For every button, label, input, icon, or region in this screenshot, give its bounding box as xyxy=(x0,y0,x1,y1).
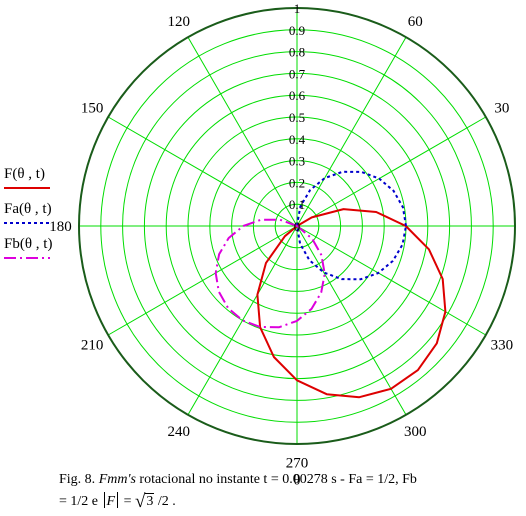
outer-circle xyxy=(78,7,516,445)
radial-tick-label: 0.2 xyxy=(289,175,305,190)
angle-tick-label: 180 xyxy=(49,219,72,235)
caption-text-2c: /2 . xyxy=(154,494,176,509)
legend-item-fa: Fa(θ , t) xyxy=(4,201,52,226)
angle-tick-label: 330 xyxy=(491,337,514,353)
radial-tick-label: 0.8 xyxy=(289,45,305,60)
angle-tick-label: 120 xyxy=(167,14,190,30)
grid-spoke xyxy=(296,225,407,416)
grid-spoke xyxy=(107,225,298,336)
legend-swatch-fa xyxy=(4,222,50,224)
caption-text-2a: = 1/2 e xyxy=(59,494,102,509)
grid-spoke xyxy=(296,116,487,227)
figure-caption: Fig. 8. Fmm's rotacional no instante t =… xyxy=(59,469,519,513)
radial-tick-label: 0.1 xyxy=(289,197,305,212)
angle-tick-label: 30 xyxy=(494,101,509,117)
legend-label-fa: Fa(θ , t) xyxy=(4,201,52,217)
radial-tick-label: 0.9 xyxy=(289,23,305,38)
radial-tick-label: 1 xyxy=(294,1,301,16)
legend-swatch-fb xyxy=(4,257,50,259)
grid-spoke xyxy=(296,36,407,227)
caption-abs-var: F xyxy=(106,494,116,509)
caption-italic: Fmm's xyxy=(98,472,136,487)
radial-tick-label: 0.5 xyxy=(289,110,305,125)
angle-tick-label: 60 xyxy=(408,14,423,30)
angle-tick-label: 300 xyxy=(404,424,427,440)
caption-line-1: Fig. 8. Fmm's rotacional no instante t =… xyxy=(59,469,519,491)
caption-text-2b: = xyxy=(120,494,135,509)
caption-line-2: = 1/2 e F = √3 /2 . xyxy=(59,491,519,513)
grid-spoke xyxy=(187,36,298,227)
abs-bar-left xyxy=(103,492,105,508)
angle-tick-label: 240 xyxy=(167,424,190,440)
caption-fig: Fig. 8. xyxy=(59,472,96,487)
angle-tick-label: 210 xyxy=(81,337,104,353)
legend-label-f: F(θ , t) xyxy=(4,166,45,182)
radial-tick-label: 0.6 xyxy=(289,88,306,103)
grid-spoke xyxy=(107,116,298,227)
axis-label-theta: θ xyxy=(293,473,300,489)
radial-tick-label: 0 xyxy=(294,219,301,234)
sqrt-argument: 3 xyxy=(145,493,155,509)
legend-label-fb: Fb(θ , t) xyxy=(4,236,53,252)
grid-spoke xyxy=(296,225,487,336)
angle-tick-label: 270 xyxy=(286,456,309,472)
radial-tick-label: 0.3 xyxy=(289,154,305,169)
series-line xyxy=(256,208,447,399)
radial-tick-label: 0.4 xyxy=(289,132,306,147)
legend-item-fb: Fb(θ , t) xyxy=(4,236,52,261)
abs-bar-right xyxy=(117,492,119,508)
sqrt-symbol: √ xyxy=(134,491,146,512)
caption-text-1: rotacional no instante t = 0.00278 s - F… xyxy=(135,472,417,487)
chart-labels: 030609012015018021024027030033000.10.20.… xyxy=(49,1,514,489)
series-line xyxy=(214,218,326,329)
chart-series xyxy=(214,170,447,399)
legend-item-f: F(θ , t) xyxy=(4,166,50,191)
legend-swatch-f xyxy=(4,187,50,189)
angle-tick-label: 150 xyxy=(81,101,104,117)
radial-tick-label: 0.7 xyxy=(289,66,306,81)
grid-spoke xyxy=(187,225,298,416)
